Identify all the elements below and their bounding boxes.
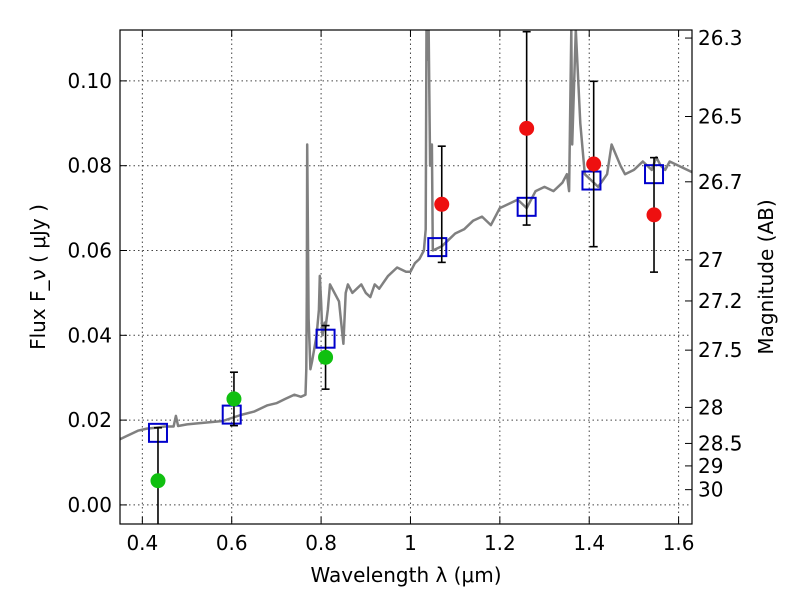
mag-tick-label: 29	[698, 454, 723, 478]
x-tick-label: 0.4	[126, 531, 158, 555]
mag-tick-label: 26.7	[698, 170, 743, 194]
x-tick-label: 0.8	[305, 531, 337, 555]
x-tick-label: 1.6	[663, 531, 695, 555]
plot-background	[120, 30, 692, 524]
y-tick-label: 0.06	[67, 238, 112, 262]
green-data-point	[318, 349, 334, 365]
y-tick-label: 0.04	[67, 323, 112, 347]
y-tick-label: 0.00	[67, 493, 112, 517]
plot-frame	[119, 29, 693, 525]
red-data-point	[519, 120, 535, 136]
red-data-point	[434, 196, 450, 212]
model-spectrum-line	[120, 30, 692, 441]
red-data-point	[646, 207, 662, 223]
red-data-point	[586, 156, 602, 172]
y-tick-label: 0.10	[67, 69, 112, 93]
mag-tick-label: 27	[698, 248, 723, 272]
y-axis-label: Flux F_ν ( μJy )	[26, 204, 50, 350]
x-tick-label: 1.4	[573, 531, 605, 555]
model-magnitude-square	[427, 237, 448, 258]
y-tick-label: 0.02	[67, 408, 112, 432]
mag-tick-label: 28	[698, 395, 723, 419]
green-data-point	[226, 391, 242, 407]
mag-tick-label: 26.5	[698, 105, 743, 129]
mag-tick-label: 28.5	[698, 431, 743, 455]
x-axis-label: Wavelength λ (μm)	[310, 563, 501, 587]
y-right-axis-label: Magnitude (AB)	[754, 199, 778, 354]
x-tick-label: 0.6	[216, 531, 248, 555]
model-magnitude-square	[581, 170, 602, 191]
y-tick-label: 0.08	[67, 154, 112, 178]
x-tick-label: 1.2	[484, 531, 516, 555]
axes: 0.4 0.6 0.8 1 1.2 1.4 1.6 0.00 0.02 0.04 0.06 0.08 0…	[67, 26, 742, 555]
data-layer	[120, 30, 692, 441]
grid	[120, 30, 692, 524]
mag-tick-label: 30	[698, 478, 723, 502]
green-data-point	[150, 473, 166, 489]
mag-tick-label: 27.2	[698, 289, 743, 313]
x-tick-label: 1	[404, 531, 417, 555]
errorbar-layer	[147, 30, 665, 524]
mag-tick-label: 27.5	[698, 338, 743, 362]
mag-tick-label: 26.3	[698, 26, 743, 50]
